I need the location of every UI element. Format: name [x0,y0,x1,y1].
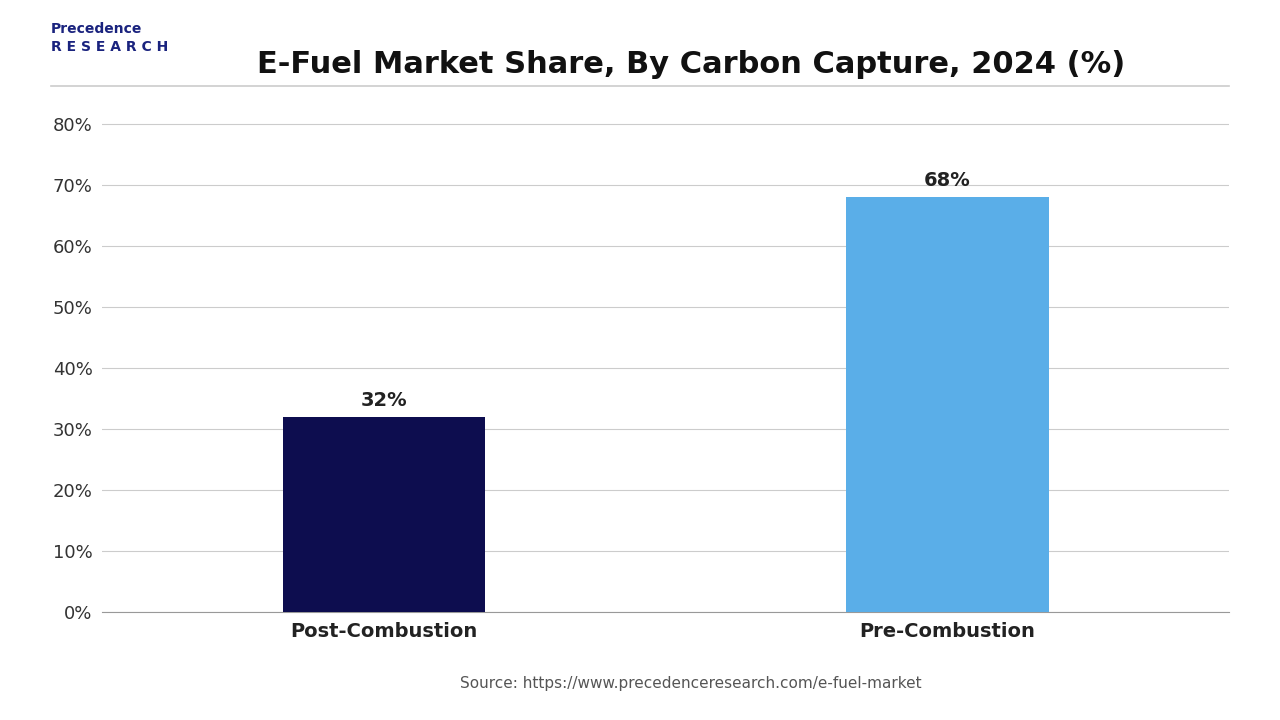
Text: 68%: 68% [924,171,970,190]
Text: 32%: 32% [361,390,407,410]
Text: Precedence
R E S E A R C H: Precedence R E S E A R C H [51,22,169,54]
Text: Source: https://www.precedenceresearch.com/e-fuel-market: Source: https://www.precedenceresearch.c… [461,676,922,691]
Text: E-Fuel Market Share, By Carbon Capture, 2024 (%): E-Fuel Market Share, By Carbon Capture, … [257,50,1125,79]
Bar [283,417,485,612]
Bar [846,197,1048,612]
